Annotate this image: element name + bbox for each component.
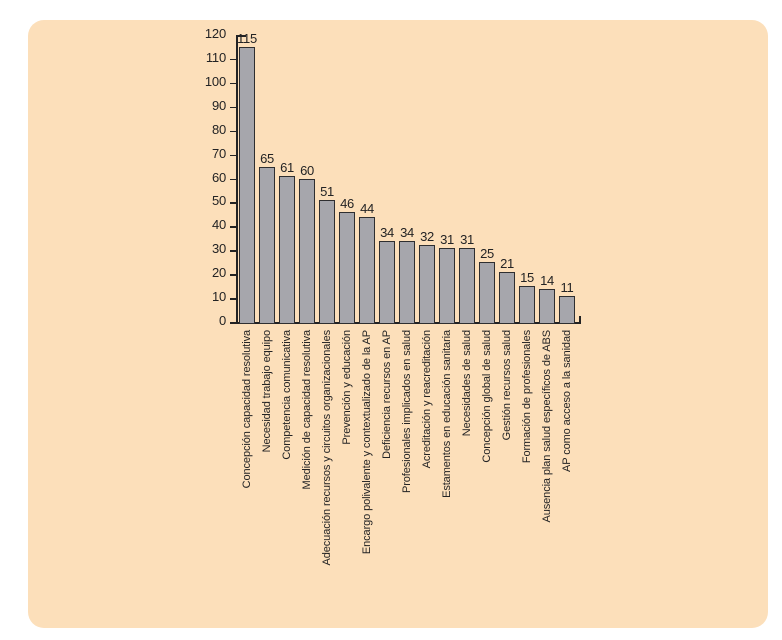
y-axis-tick-label: 40 bbox=[211, 217, 226, 233]
bar-value-label: 44 bbox=[360, 200, 374, 216]
y-axis-tick bbox=[230, 226, 236, 228]
x-axis-end-tick bbox=[579, 316, 581, 324]
bar-value-label: 61 bbox=[280, 160, 294, 176]
category-label: Estamentos en educación sanitaria bbox=[440, 330, 453, 498]
y-axis-tick bbox=[230, 154, 236, 157]
bar-value-label: 46 bbox=[340, 195, 354, 211]
y-axis-tick-label: 0 bbox=[218, 313, 226, 328]
y-axis-tick-label: 70 bbox=[211, 145, 226, 161]
bar bbox=[359, 216, 375, 324]
bar bbox=[399, 240, 415, 324]
y-axis-tick bbox=[230, 130, 236, 133]
category-label: Competencia comunicativa bbox=[280, 330, 293, 460]
y-axis-tick bbox=[230, 106, 236, 109]
bar bbox=[419, 245, 435, 324]
category-label: Gestión recursos salud bbox=[500, 330, 513, 441]
bar-value-label: 31 bbox=[440, 231, 454, 247]
category-label: Necesidades de salud bbox=[460, 330, 473, 437]
bar-value-label: 34 bbox=[400, 224, 414, 240]
category-label: Necesidad trabajo equipo bbox=[260, 330, 273, 453]
bar bbox=[519, 286, 535, 324]
bar-value-label: 25 bbox=[480, 246, 494, 262]
bar bbox=[459, 247, 475, 324]
category-label: Concepción capacidad resolutiva bbox=[240, 330, 253, 489]
bar bbox=[259, 166, 275, 324]
y-axis-tick bbox=[230, 58, 236, 61]
category-label: AP como acceso a la sanidad bbox=[560, 330, 573, 473]
bar-value-label: 15 bbox=[520, 270, 534, 286]
y-axis-tick bbox=[230, 322, 236, 324]
y-axis-tick-label: 80 bbox=[211, 121, 226, 137]
y-axis bbox=[236, 35, 238, 324]
y-axis-tick bbox=[230, 274, 236, 276]
bar bbox=[539, 288, 555, 324]
y-axis-tick-label: 100 bbox=[204, 73, 226, 89]
bar bbox=[299, 178, 315, 324]
category-label: Deficiencia recursos en AP bbox=[380, 330, 393, 459]
category-label: Encargo polivalente y contextualizado de… bbox=[360, 330, 373, 555]
figure-card: 0 10 20 30 40 50 60 70 80 90 100 110 120 115 Concepció… bbox=[28, 20, 768, 628]
category-label: Medición de capacidad resolutiva bbox=[300, 330, 313, 490]
bar bbox=[479, 262, 495, 324]
bar-value-label: 31 bbox=[460, 231, 474, 247]
y-axis-tick-label: 90 bbox=[211, 97, 226, 113]
category-label: Adecuación recursos y circuitos organiza… bbox=[320, 330, 333, 566]
bar bbox=[339, 211, 355, 324]
y-axis-tick-label: 110 bbox=[205, 49, 226, 65]
y-axis-tick-label: 60 bbox=[211, 169, 226, 185]
y-axis-tick-label: 30 bbox=[211, 241, 226, 257]
bar-value-label: 11 bbox=[560, 279, 574, 295]
bar bbox=[319, 200, 335, 324]
y-axis-tick-label: 10 bbox=[211, 289, 226, 305]
bar-value-label: 14 bbox=[540, 272, 554, 288]
bar-chart: 0 10 20 30 40 50 60 70 80 90 100 110 120 115 Concepció… bbox=[28, 20, 768, 628]
bar-value-label: 51 bbox=[320, 184, 334, 200]
y-axis-tick bbox=[230, 298, 236, 300]
bar-value-label: 21 bbox=[500, 255, 514, 271]
bar bbox=[239, 46, 255, 324]
category-label: Concepción global de salud bbox=[480, 330, 493, 463]
bar-value-label: 60 bbox=[300, 162, 314, 178]
category-label: Profesionales implicados en salud bbox=[400, 330, 413, 494]
y-axis-top-tick bbox=[238, 35, 246, 37]
y-axis-tick bbox=[230, 202, 236, 204]
category-label: Ausencia plan salud específicos de ABS bbox=[540, 330, 553, 523]
bar bbox=[559, 295, 575, 324]
category-label: Formación de profesionales bbox=[520, 330, 533, 464]
y-axis-tick bbox=[230, 250, 236, 252]
bar-value-label: 32 bbox=[420, 229, 434, 245]
bar bbox=[379, 240, 395, 324]
bar bbox=[499, 271, 515, 324]
y-axis-tick-label: 120 bbox=[204, 26, 226, 41]
bar-value-label: 65 bbox=[260, 150, 274, 166]
y-axis-tick bbox=[230, 82, 236, 85]
bar bbox=[439, 247, 455, 324]
category-label: Acreditación y reacreditación bbox=[420, 330, 433, 469]
bar-value-label: 34 bbox=[380, 224, 394, 240]
bar bbox=[279, 176, 295, 324]
y-axis-tick-label: 50 bbox=[211, 193, 226, 209]
y-axis-tick bbox=[230, 178, 236, 180]
bar-value-label: 115 bbox=[237, 30, 257, 46]
y-axis-tick-label: 20 bbox=[211, 265, 226, 281]
category-label: Prevención y educación bbox=[340, 330, 353, 445]
